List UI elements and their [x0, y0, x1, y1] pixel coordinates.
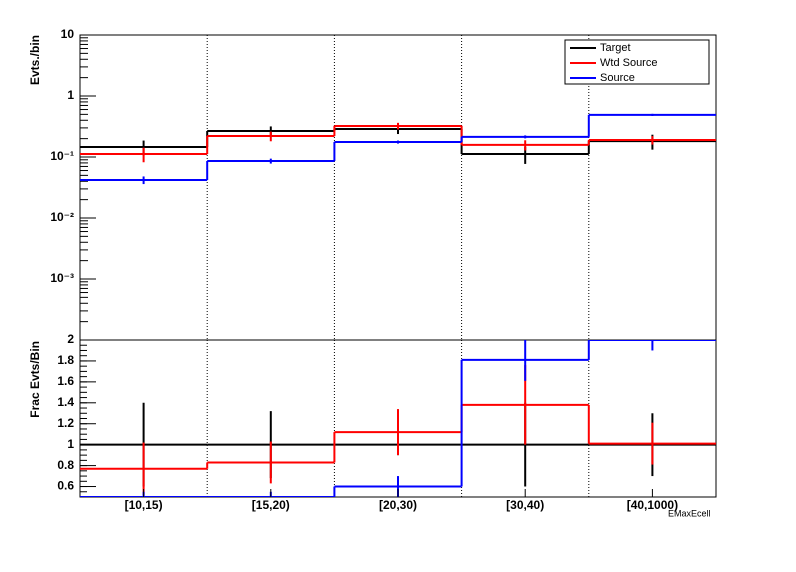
y-tick-label: 10⁻²: [50, 210, 74, 224]
x-tick-label: [10,15): [125, 498, 163, 512]
y-axis-title: Frac Evts/Bin: [28, 341, 42, 418]
y-tick-label: 10⁻¹: [50, 149, 74, 163]
x-tick-label: [30,40): [506, 498, 544, 512]
legend-label: Target: [600, 42, 631, 54]
x-axis-title: EMaxEcell: [668, 508, 711, 518]
x-tick-label: [15,20): [252, 498, 290, 512]
y-tick-label: 10: [61, 27, 75, 41]
y-tick-label: 0.8: [57, 458, 74, 472]
legend-label: Source: [600, 72, 635, 84]
x-tick-label: [20,30): [379, 498, 417, 512]
y-tick-label: 1.4: [57, 395, 74, 409]
y-axis-title: Evts./bin: [28, 35, 42, 85]
y-tick-label: 1: [67, 437, 74, 451]
legend-label: Wtd Source: [600, 57, 657, 69]
y-tick-label: 2: [67, 332, 74, 346]
y-tick-label: 0.6: [57, 479, 74, 493]
y-tick-label: 1.8: [57, 353, 74, 367]
x-tick-label: [40,1000): [627, 498, 678, 512]
y-tick-label: 1.6: [57, 374, 74, 388]
series-group: [80, 113, 716, 185]
series-group: [80, 340, 716, 497]
y-tick-label: 10⁻³: [50, 271, 74, 285]
y-tick-label: 1.2: [57, 416, 74, 430]
y-tick-label: 1: [67, 88, 74, 102]
